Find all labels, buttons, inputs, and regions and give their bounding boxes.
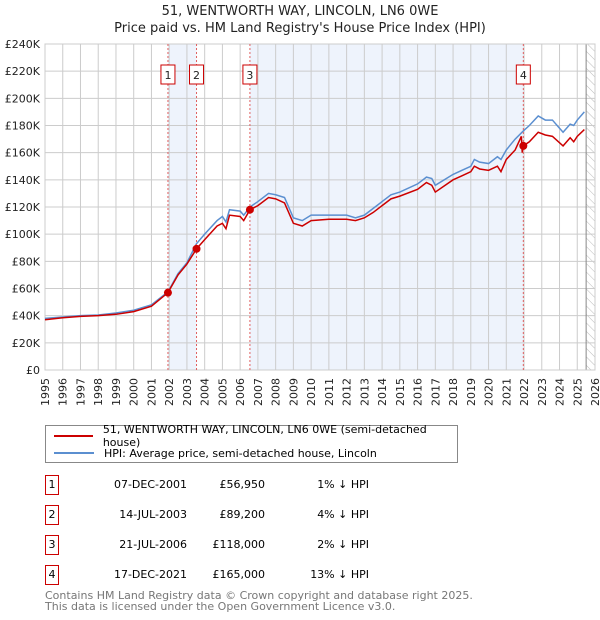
transaction-hpi-delta: 4% ↓ HPI xyxy=(317,508,369,521)
x-tick-label: 2012 xyxy=(341,378,354,406)
x-tick-label: 2013 xyxy=(358,378,371,406)
sale-label-box xyxy=(189,64,205,85)
x-tick-label: 2001 xyxy=(145,378,158,406)
x-tick-label: 2018 xyxy=(447,378,460,406)
x-tick-label: 2022 xyxy=(518,378,531,406)
transaction-price: £118,000 xyxy=(212,538,266,551)
x-tick-label: 2004 xyxy=(199,378,212,406)
transaction-row: 3 21-JUL-2006 £118,000 2% ↓ HPI xyxy=(45,535,445,555)
transaction-date: 07-DEC-2001 xyxy=(113,478,187,491)
y-tick-label: £0 xyxy=(26,364,40,377)
transaction-date: 21-JUL-2006 xyxy=(119,538,187,551)
y-tick-label: £180K xyxy=(5,120,41,133)
footer: Contains HM Land Registry data © Crown c… xyxy=(45,590,473,612)
series-line xyxy=(44,111,585,320)
transaction-price: £165,000 xyxy=(212,568,266,581)
y-tick-label: £220K xyxy=(5,65,41,78)
legend-item-hpi: HPI: Average price, semi-detached house,… xyxy=(54,445,377,461)
transaction-hpi-delta: 13% ↓ HPI xyxy=(310,568,369,581)
y-tick-label: £40K xyxy=(12,310,41,323)
transaction-date: 14-JUL-2003 xyxy=(119,508,187,521)
y-tick-label: £200K xyxy=(5,92,41,105)
x-tick-label: 2007 xyxy=(252,378,265,406)
y-tick-label: £100K xyxy=(5,228,41,241)
sale-label: 4 xyxy=(520,69,527,82)
x-tick-label: 2017 xyxy=(429,378,442,406)
transaction-row: 1 07-DEC-2001 £56,950 1% ↓ HPI xyxy=(45,475,445,495)
x-tick-label: 2021 xyxy=(500,378,513,406)
sale-point xyxy=(245,205,254,214)
price-chart: 1995 1996 1997 1998 1999 2000 2001 2002 2003 2004… xyxy=(5,38,600,406)
sale-label-box xyxy=(160,64,176,85)
sale-point xyxy=(192,244,201,253)
transaction-hpi-delta: 1% ↓ HPI xyxy=(317,478,369,491)
footer-line-2: This data is licensed under the Open Gov… xyxy=(45,600,396,613)
plot-border xyxy=(44,43,596,371)
x-tick-label: 1998 xyxy=(92,378,105,406)
footer-line-1: Contains HM Land Registry data © Crown c… xyxy=(45,589,473,602)
y-tick-label: £140K xyxy=(5,174,41,187)
x-tick-label: 1996 xyxy=(57,378,70,406)
x-tick-label: 2014 xyxy=(376,378,389,406)
chart-legend: 51, WENTWORTH WAY, LINCOLN, LN6 0WE (sem… xyxy=(45,423,458,463)
x-tick-label: 2011 xyxy=(323,378,336,406)
legend-label-property: 51, WENTWORTH WAY, LINCOLN, LN6 0WE (sem… xyxy=(102,423,427,449)
x-tick-label: 2002 xyxy=(163,378,176,406)
x-tick-label: 2005 xyxy=(216,378,229,406)
x-tick-label: 2003 xyxy=(181,378,194,406)
chart-title: 51, WENTWORTH WAY, LINCOLN, LN6 0WE xyxy=(161,4,439,19)
y-tick-label: £80K xyxy=(12,255,41,268)
x-tick-label: 2008 xyxy=(270,378,283,406)
x-tick-label: 1999 xyxy=(110,378,123,406)
sale-point xyxy=(519,141,528,150)
sale-label-box xyxy=(515,64,531,85)
legend-swatch-hpi xyxy=(54,452,94,454)
legend-item-property: 51, WENTWORTH WAY, LINCOLN, LN6 0WE (sem… xyxy=(54,423,457,449)
x-tick-label: 2020 xyxy=(483,378,496,406)
legend-label-hpi: HPI: Average price, semi-detached house,… xyxy=(104,446,377,460)
sale-label: 2 xyxy=(193,69,200,82)
x-tick-label: 2016 xyxy=(412,378,425,406)
x-tick-label: 2015 xyxy=(394,378,407,406)
x-tick-label: 1997 xyxy=(74,378,87,406)
chart-subtitle: Price paid vs. HM Land Registry's House … xyxy=(114,21,486,36)
x-tick-label: 2006 xyxy=(234,378,247,406)
y-tick-label: £120K xyxy=(5,201,41,214)
y-tick-label: £240K xyxy=(5,38,41,51)
x-tick-label: 1995 xyxy=(39,378,52,406)
x-tick-label: 2019 xyxy=(465,378,478,406)
transaction-number: 1 xyxy=(45,475,59,495)
sale-label-box xyxy=(242,64,258,85)
y-tick-label: £20K xyxy=(12,337,41,350)
transaction-row: 4 17-DEC-2021 £165,000 13% ↓ HPI xyxy=(45,565,445,585)
x-tick-label: 2026 xyxy=(589,378,600,406)
x-tick-label: 2024 xyxy=(554,378,567,406)
x-tick-label: 2009 xyxy=(287,378,300,406)
sale-label: 1 xyxy=(164,69,171,82)
x-tick-label: 2000 xyxy=(128,378,141,406)
legend-swatch-property xyxy=(54,435,93,437)
x-tick-label: 2010 xyxy=(305,378,318,406)
transaction-number: 3 xyxy=(45,535,59,555)
y-tick-label: £160K xyxy=(5,147,41,160)
transaction-hpi-delta: 2% ↓ HPI xyxy=(317,538,369,551)
transaction-number: 4 xyxy=(45,565,59,585)
transaction-number: 2 xyxy=(45,505,59,525)
x-tick-label: 2025 xyxy=(571,378,584,406)
sale-point xyxy=(163,288,172,297)
transaction-price: £89,200 xyxy=(219,508,266,521)
x-tick-label: 2023 xyxy=(536,378,549,406)
y-tick-label: £60K xyxy=(12,283,41,296)
sale-label: 3 xyxy=(246,69,253,82)
transaction-date: 17-DEC-2021 xyxy=(113,568,187,581)
transaction-price: £56,950 xyxy=(219,478,266,491)
transaction-row: 2 14-JUL-2003 £89,200 4% ↓ HPI xyxy=(45,505,445,525)
